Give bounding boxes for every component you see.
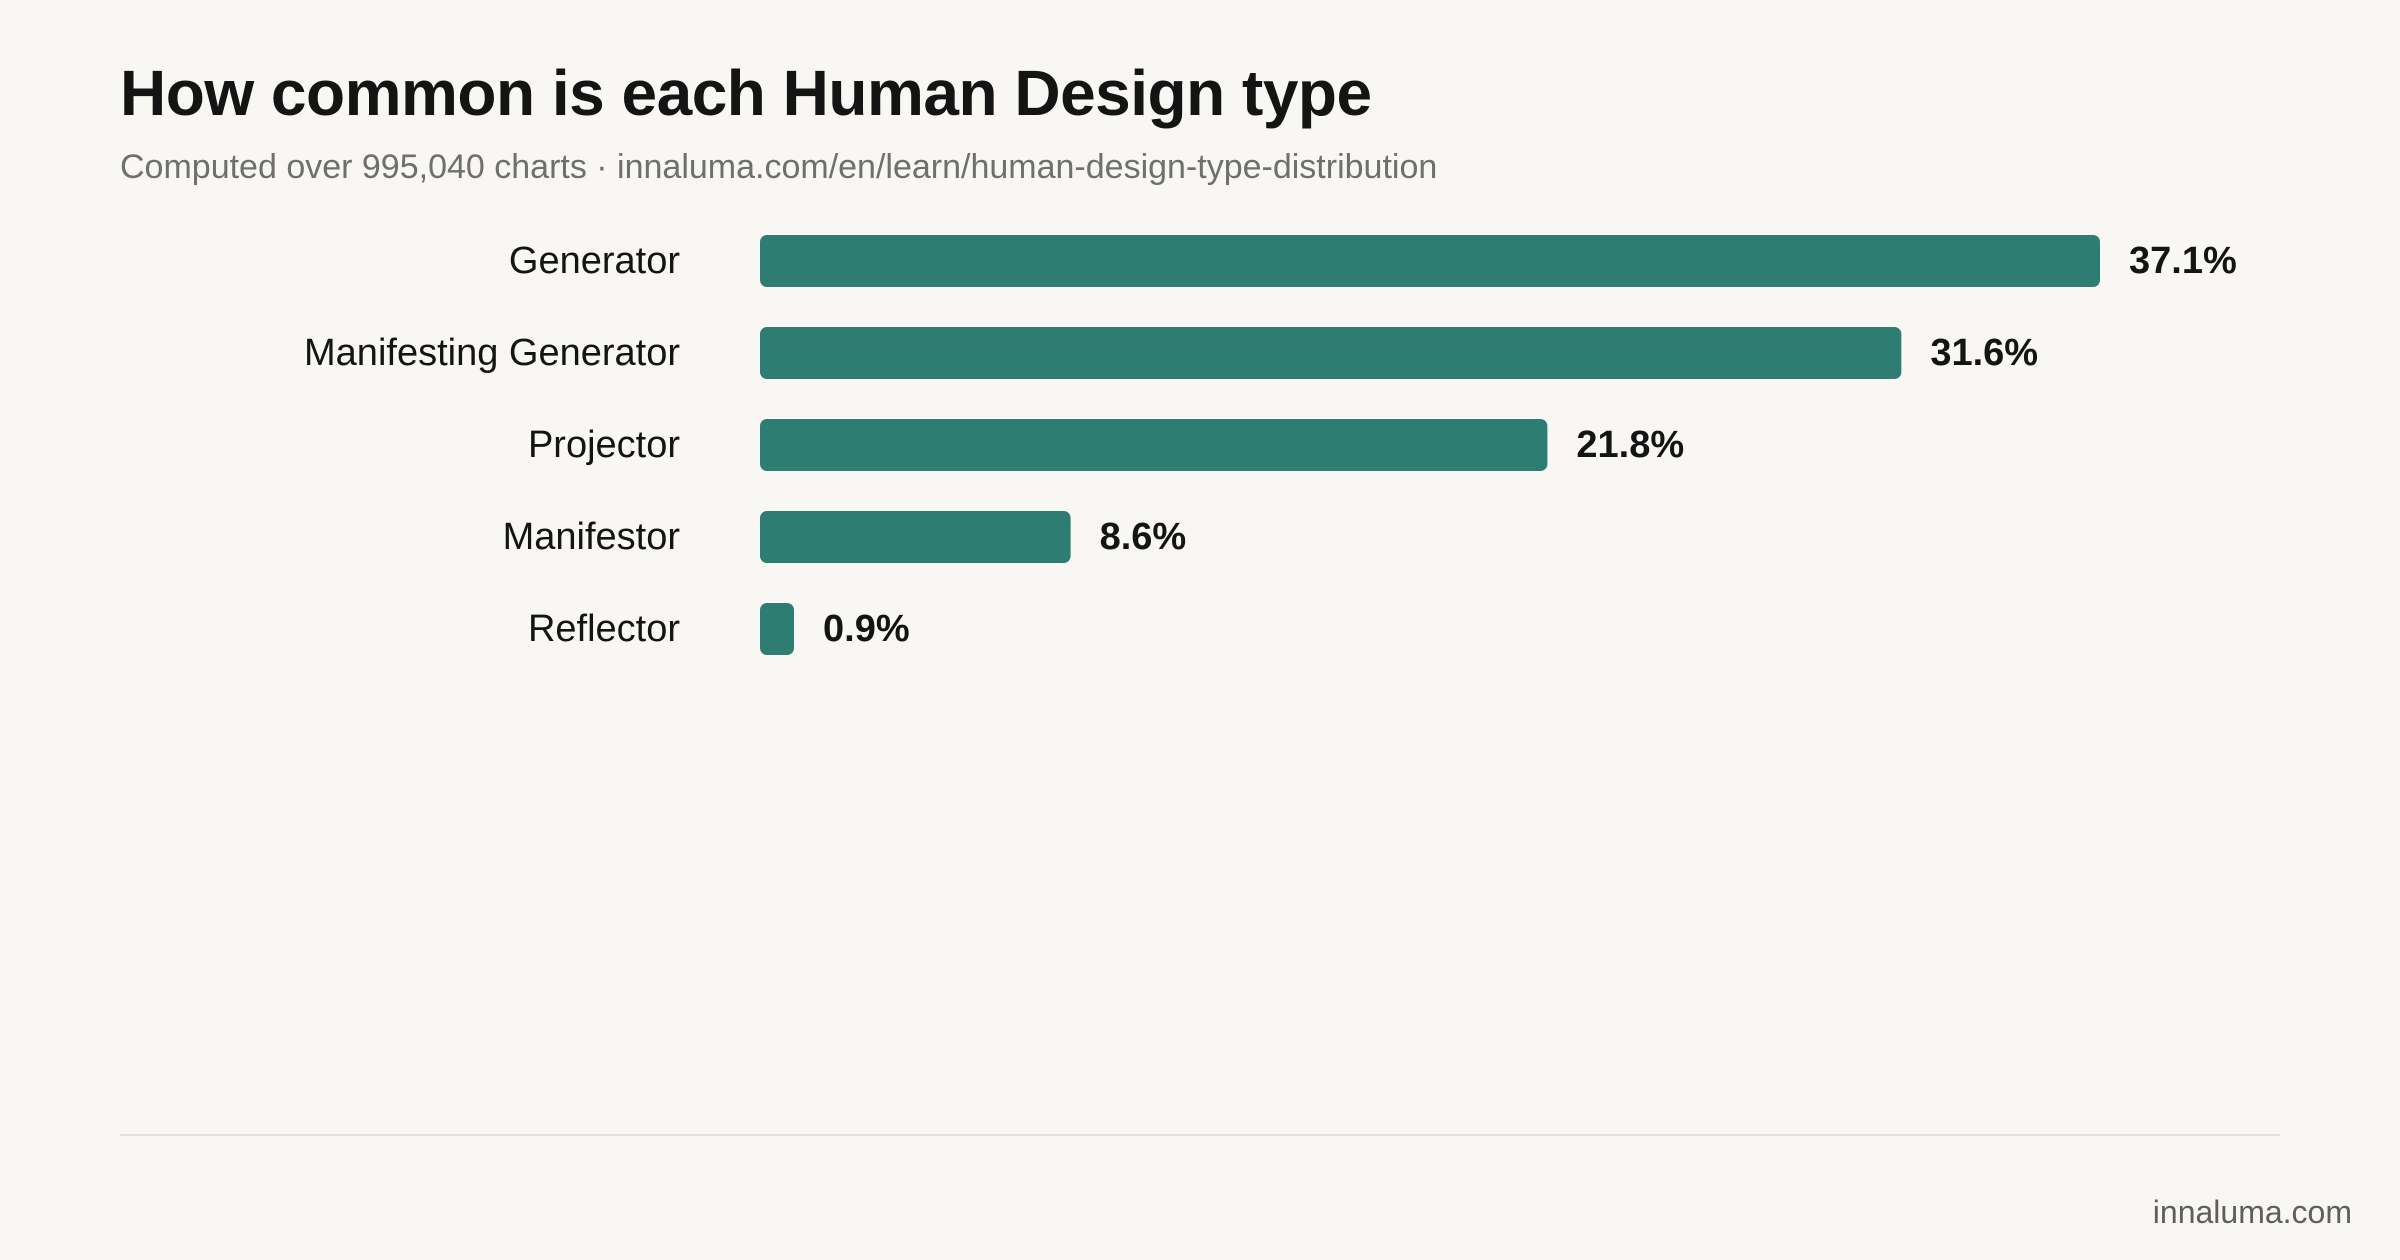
bar-projector [760,419,1548,471]
footer-divider [120,1134,2280,1136]
category-label-generator: Generator [509,240,680,282]
bar-reflector [760,603,794,655]
value-label-projector: 21.8% [1576,424,1684,466]
bar-generator [760,235,2100,287]
value-label-manifesting-generator: 31.6% [1930,332,2038,374]
chart-title: How common is each Human Design type [120,57,1372,129]
category-label-projector: Projector [528,424,680,466]
value-label-generator: 37.1% [2129,240,2237,282]
value-label-manifestor: 8.6% [1100,516,1187,558]
value-label-reflector: 0.9% [823,608,910,650]
category-label-reflector: Reflector [528,608,680,650]
chart-subtitle: Computed over 995,040 charts · innaluma.… [120,148,1438,186]
category-label-manifestor: Manifestor [503,516,681,558]
bar-manifesting-generator [760,327,1902,379]
bar-manifestor [760,511,1071,563]
footer-brand: innaluma.com [2152,1194,2352,1230]
category-label-manifesting-generator: Manifesting Generator [304,332,680,374]
